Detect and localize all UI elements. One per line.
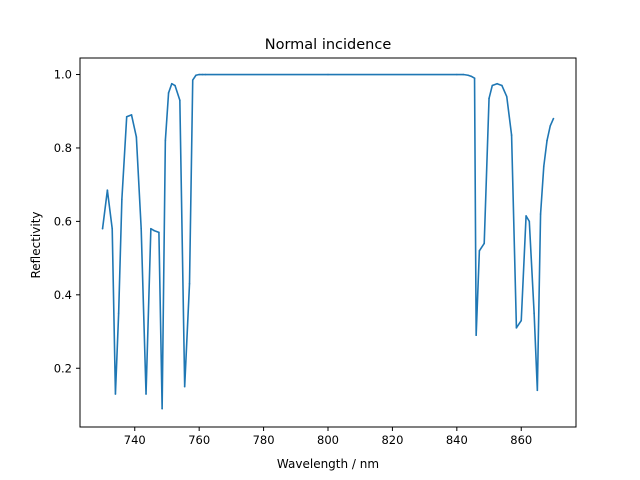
y-tick-label: 0.8 (54, 141, 72, 155)
data-point (183, 385, 186, 388)
x-tick-label: 840 (446, 433, 468, 447)
data-point (515, 327, 518, 329)
y-tick-label: 0.2 (54, 361, 72, 375)
data-point (475, 334, 477, 337)
data-point (552, 117, 555, 120)
y-axis-ticks: 0.2 0.4 0.6 0.8 1.0 (54, 68, 80, 375)
data-point (483, 242, 486, 245)
data-point (145, 393, 147, 395)
data-point (164, 139, 167, 142)
data-point (327, 73, 329, 76)
axes-frame (79, 57, 577, 428)
data-point (549, 125, 552, 127)
data-point (525, 215, 527, 217)
data-point (488, 97, 490, 100)
x-tick-label: 760 (188, 433, 210, 447)
data-point (195, 74, 197, 77)
data-point (478, 249, 481, 252)
data-point (153, 229, 155, 232)
x-tick-label: 820 (381, 433, 403, 447)
y-tick-label: 0.6 (54, 214, 72, 228)
x-tick-label: 780 (253, 433, 275, 447)
data-point (536, 389, 539, 392)
data-point (161, 407, 163, 410)
data-point (191, 79, 194, 81)
data-point (528, 220, 531, 223)
data-point (505, 95, 508, 98)
data-point (456, 73, 458, 76)
data-point (473, 77, 476, 79)
x-tick-label: 860 (510, 433, 532, 447)
data-point (140, 227, 142, 230)
data-point (188, 283, 191, 285)
chart-title: Normal incidence (265, 37, 392, 53)
data-point (179, 99, 181, 102)
data-point (496, 82, 498, 85)
data-point (539, 213, 542, 215)
data-point (462, 73, 465, 76)
data-point (101, 227, 104, 230)
data-point (510, 134, 513, 136)
data-point (491, 84, 494, 87)
data-point (198, 73, 200, 76)
x-axis-ticks: 740 760 780 800 820 840 860 (124, 427, 532, 447)
data-point (546, 139, 548, 142)
data-point (542, 165, 545, 168)
data-point (167, 92, 170, 94)
data-point (170, 82, 173, 85)
data-point (501, 84, 503, 87)
data-point (201, 73, 204, 76)
y-tick-label: 1.0 (54, 68, 72, 82)
data-point (125, 115, 128, 118)
y-axis-label: Reflectivity (29, 211, 43, 278)
data-point (470, 75, 473, 78)
x-tick-label: 740 (124, 433, 146, 447)
data-point (158, 231, 160, 234)
data-point (121, 198, 123, 201)
data-point (117, 312, 120, 314)
x-axis-label: Wavelength / nm (277, 457, 379, 471)
data-point (114, 393, 117, 395)
data-point (111, 227, 114, 230)
data-point (204, 73, 207, 76)
y-tick-label: 0.4 (54, 288, 72, 302)
data-point (533, 312, 535, 314)
data-point (130, 114, 133, 116)
plot-area (101, 73, 555, 410)
x-tick-label: 800 (317, 433, 339, 447)
data-point (106, 189, 109, 191)
data-point (174, 84, 176, 87)
data-point (520, 319, 523, 322)
data-point (135, 136, 138, 138)
data-point (467, 74, 469, 77)
data-point (150, 227, 152, 230)
